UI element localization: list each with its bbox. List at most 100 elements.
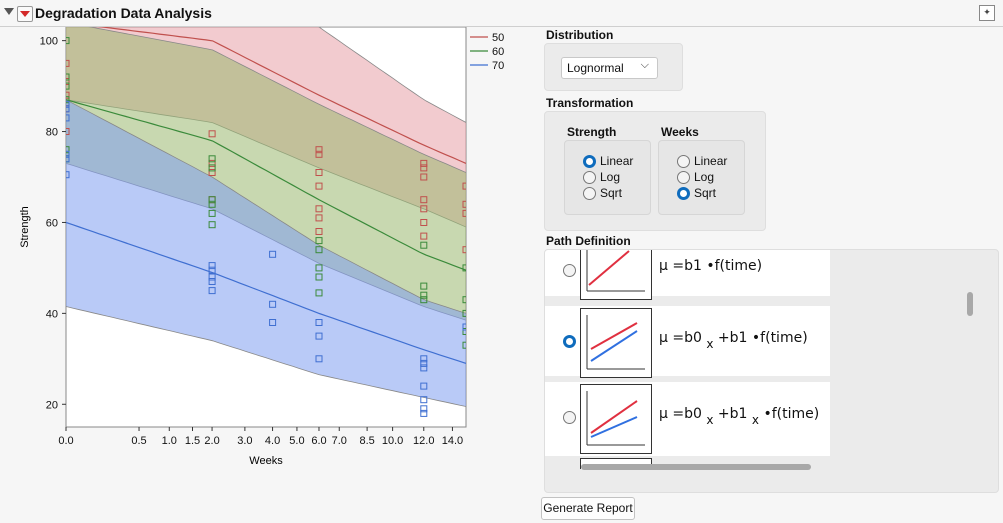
x-tick-label-5: 3.0 [237, 435, 252, 447]
point-60-1 [66, 73, 70, 81]
red-triangle-icon [20, 11, 30, 17]
point-50-14 [315, 214, 323, 222]
point-60-12 [315, 237, 323, 245]
point-70-2 [66, 114, 70, 122]
settings-panel: Distribution Lognormal ⌵ Transformation … [540, 27, 1003, 523]
plot-content [66, 27, 466, 417]
point-70-10 [208, 287, 216, 295]
y-tick-label-0: 20 [46, 399, 58, 411]
legend-label-60: 60 [492, 46, 504, 58]
point-70-20 [420, 382, 428, 390]
weeks-options: Linear Log Sqrt [658, 140, 745, 215]
point-50-9 [315, 146, 323, 154]
vertical-scrollbar[interactable] [967, 292, 973, 316]
point-60-23 [462, 309, 466, 317]
point-50-6 [208, 159, 216, 167]
point-50-11 [315, 169, 323, 176]
point-70-0 [66, 100, 70, 108]
point-60-19 [420, 291, 428, 299]
point-60-14 [315, 264, 323, 272]
point-50-22 [420, 232, 428, 240]
path-2-formula: μ =b0 x +b1 •f(time) [659, 330, 808, 351]
y-axis-label: Strength [19, 206, 31, 248]
point-70-18 [420, 359, 428, 367]
point-50-18 [420, 173, 428, 181]
weeks-log-radio[interactable] [677, 171, 690, 184]
degradation-plot: 0.0 0.5 1.0 1.5 2.0 3.0 4.0 5.0 6.0 7.0 8.5 10.0 12.… [0, 26, 540, 477]
y-tick-label-1: 40 [46, 308, 58, 320]
point-50-15 [315, 228, 323, 235]
y-tick-label-2: 60 [46, 217, 58, 229]
x-tick-label-10: 8.5 [359, 435, 374, 447]
point-70-15 [315, 332, 323, 340]
point-50-23 [462, 182, 466, 190]
path-1-formula: μ =b1 •f(time) [659, 258, 763, 274]
strength-sqrt-label: Sqrt [600, 186, 623, 200]
strength-options: Linear Log Sqrt [564, 140, 651, 215]
point-50-5 [208, 130, 216, 138]
point-50-0 [66, 59, 70, 67]
transformation-label: Transformation [546, 96, 634, 110]
y-tick-label-4: 100 [40, 36, 58, 48]
strength-linear-radio[interactable] [583, 155, 596, 168]
horizontal-scrollbar[interactable] [581, 464, 811, 470]
point-60-17 [420, 241, 428, 249]
point-60-10 [208, 209, 216, 217]
path-3-formula: μ =b0 x +b1 x •f(time) [659, 406, 820, 427]
point-50-12 [315, 182, 323, 190]
weeks-sqrt-label: Sqrt [694, 186, 717, 200]
collapse-triangle-icon[interactable] [4, 8, 14, 15]
legend-label-50: 50 [492, 32, 504, 44]
weeks-linear-radio[interactable] [677, 155, 690, 168]
path-option-1-radio[interactable] [563, 264, 576, 277]
point-60-3 [66, 96, 70, 104]
distribution-value: Lognormal [567, 61, 624, 75]
point-50-24 [462, 200, 466, 208]
weeks-sqrt-radio[interactable] [677, 187, 690, 200]
weeks-linear-label: Linear [694, 154, 728, 168]
point-60-25 [462, 341, 466, 349]
x-tick-label-0: 0.0 [58, 435, 73, 447]
point-50-16 [420, 159, 428, 167]
red-triangle-menu-button[interactable] [17, 6, 33, 22]
point-70-16 [315, 355, 323, 363]
point-70-21 [420, 396, 428, 404]
chevron-down-icon: ⌵ [640, 59, 649, 71]
strength-label: Strength [567, 125, 617, 139]
fit-line-60 [66, 99, 466, 271]
point-70-24 [462, 323, 466, 331]
point-70-14 [315, 319, 323, 326]
point-50-10 [315, 150, 323, 158]
distribution-box: Lognormal ⌵ [544, 43, 683, 91]
point-70-1 [66, 105, 70, 113]
transformation-box: Strength Weeks Linear Log Sqrt Linear Lo… [544, 111, 766, 231]
fit-line-70 [66, 221, 466, 364]
strength-sqrt-radio[interactable] [583, 187, 596, 200]
strength-log-radio[interactable] [583, 171, 596, 184]
point-70-4 [66, 155, 70, 163]
x-tick-label-1: 0.5 [131, 435, 146, 447]
point-50-4 [66, 128, 70, 135]
band-upper-60 [88, 27, 466, 173]
strength-log-label: Log [600, 170, 621, 184]
point-60-0 [66, 37, 70, 45]
path-option-3-radio[interactable] [563, 411, 576, 424]
distribution-combobox[interactable]: Lognormal ⌵ [561, 57, 658, 79]
point-60-20 [420, 296, 428, 304]
point-70-5 [66, 171, 70, 179]
chart-svg: 0.0 0.5 1.0 1.5 2.0 3.0 4.0 5.0 6.0 7.0 8.5 10.0 12.… [19, 26, 504, 467]
point-70-3 [66, 150, 70, 158]
path-definition-label: Path Definition [546, 234, 631, 248]
point-60-2 [66, 82, 70, 90]
pin-icon[interactable]: ✦ [979, 5, 995, 21]
point-70-6 [208, 262, 216, 270]
point-70-13 [269, 319, 277, 326]
point-60-24 [462, 328, 466, 335]
point-50-1 [66, 78, 70, 85]
point-60-13 [315, 246, 323, 254]
path-4-thumbnail-partial [580, 458, 652, 469]
generate-report-button[interactable]: Generate Report [541, 497, 635, 520]
legend-label-70: 70 [492, 60, 504, 72]
x-tick-label-3: 1.5 [185, 435, 200, 447]
path-option-2-radio[interactable] [563, 335, 576, 348]
